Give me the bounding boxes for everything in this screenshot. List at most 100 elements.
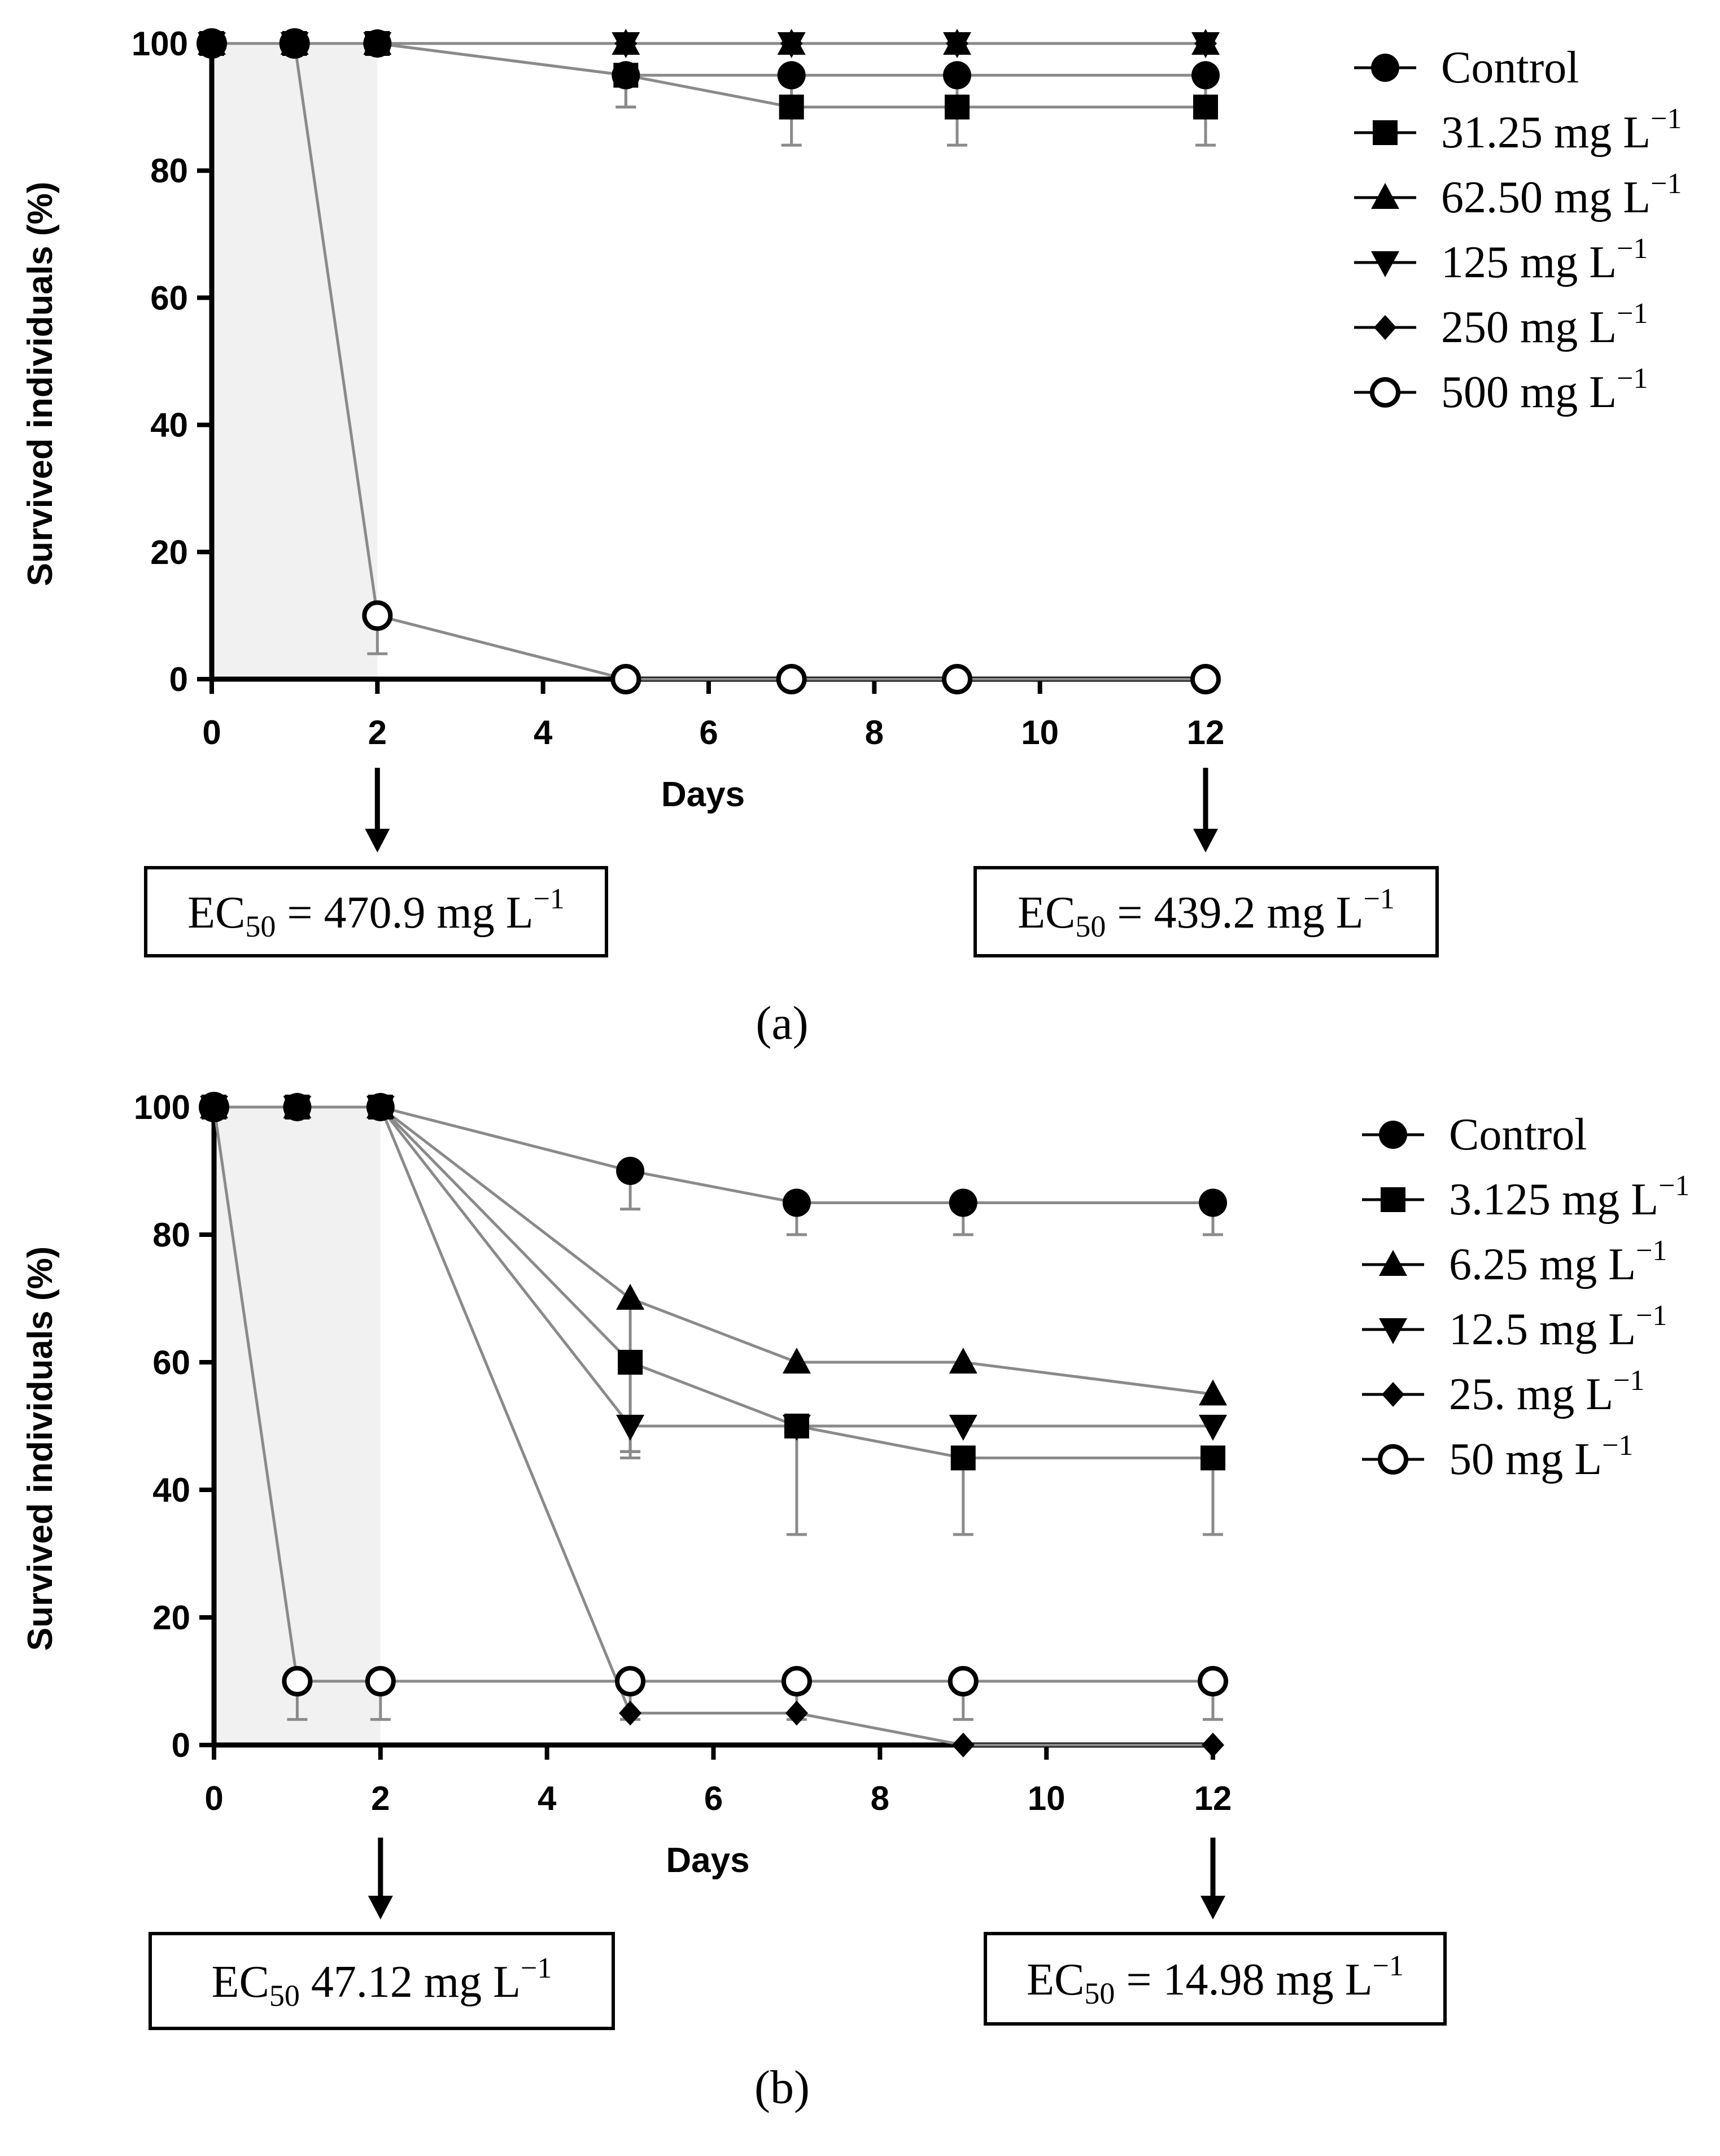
legend-marker-square bbox=[1373, 120, 1398, 145]
legend-marker-circle-open bbox=[1370, 377, 1400, 408]
x-tick-label: 4 bbox=[538, 1779, 557, 1817]
legend-entry: Control bbox=[1354, 43, 1579, 93]
legend-label-superscript: −1 bbox=[1617, 233, 1648, 265]
x-tick-label: 6 bbox=[704, 1779, 723, 1817]
ec50-box bbox=[144, 866, 608, 957]
ec50-label-part: −1 bbox=[1373, 1950, 1404, 1982]
legend-label-superscript: −1 bbox=[1636, 1300, 1667, 1332]
y-tick-label: 100 bbox=[132, 25, 188, 63]
data-point-circle bbox=[366, 1093, 395, 1121]
data-point-triangle-up bbox=[949, 1348, 977, 1374]
y-tick-label: 80 bbox=[150, 152, 188, 190]
x-tick-label: 0 bbox=[202, 714, 221, 751]
x-tick-label: 8 bbox=[871, 1779, 889, 1817]
ec50-label: EC50 47.12 mg L−1 bbox=[212, 1952, 552, 2013]
x-tick-label: 2 bbox=[371, 1779, 390, 1817]
y-tick-label: 80 bbox=[152, 1216, 190, 1254]
legend-entry: Control bbox=[1362, 1110, 1587, 1160]
legend-marker-diamond bbox=[1374, 315, 1396, 340]
data-point-diamond bbox=[951, 1733, 975, 1757]
data-point-circle-open bbox=[610, 664, 641, 694]
ec50-label: EC50 = 439.2 mg L−1 bbox=[1018, 883, 1395, 943]
ec50-box bbox=[973, 866, 1439, 957]
chart-panel-a: 0 20 40 60 80 100 0 2 4 6 8 10 12 Days Survived indivi… bbox=[21, 25, 1682, 1049]
data-point-circle bbox=[782, 1188, 811, 1217]
legend-label-name: 3.125 mg L bbox=[1449, 1175, 1658, 1224]
legend-marker-circle-open bbox=[1378, 1444, 1408, 1475]
data-point-circle bbox=[280, 29, 309, 58]
ec50-label-part: EC bbox=[187, 888, 245, 938]
ec50-label: EC50 = 14.98 mg L−1 bbox=[1027, 1950, 1404, 2010]
legend-marker-square bbox=[1381, 1187, 1405, 1212]
legend-label-name: 250 mg L bbox=[1441, 303, 1617, 352]
data-point-triangle-up bbox=[1191, 29, 1220, 55]
legend-label-superscript: −1 bbox=[1602, 1429, 1633, 1462]
data-point-square bbox=[779, 94, 804, 120]
data-point-circle bbox=[1191, 61, 1220, 90]
legend-label-name: 6.25 mg L bbox=[1449, 1240, 1636, 1289]
data-point-square bbox=[1200, 1445, 1225, 1471]
data-point-square bbox=[784, 1414, 809, 1438]
legend-label: 25. mg L−1 bbox=[1449, 1365, 1644, 1419]
panel-label: (a) bbox=[756, 997, 808, 1049]
y-axis-title: Survived individuals (%) bbox=[21, 182, 60, 587]
panel-label: (b) bbox=[754, 2061, 810, 2114]
ec50-arrow-head bbox=[1200, 1896, 1225, 1919]
data-point-circle bbox=[198, 29, 226, 58]
ec50-label-part: −1 bbox=[534, 883, 565, 915]
ec50-label-part: = 470.9 mg L bbox=[276, 888, 533, 938]
data-point-triangle-up bbox=[612, 29, 640, 55]
legend-label: 250 mg L−1 bbox=[1441, 298, 1648, 352]
data-point-circle-open bbox=[776, 664, 807, 694]
ec50-label: EC50 = 470.9 mg L−1 bbox=[187, 883, 565, 943]
ec50-label-part: 50 bbox=[1084, 1976, 1115, 2010]
data-point-diamond bbox=[785, 1700, 808, 1726]
y-tick-label: 40 bbox=[152, 1471, 190, 1509]
x-tick-label: 0 bbox=[204, 1779, 223, 1817]
ec50-label-part: EC bbox=[1018, 888, 1075, 938]
data-point-triangle-down bbox=[949, 1415, 977, 1441]
data-point-diamond bbox=[1202, 1733, 1224, 1757]
legend-entry: 62.50 mg L−1 bbox=[1354, 168, 1682, 222]
x-axis-title: Days bbox=[666, 1841, 749, 1880]
data-point-square bbox=[945, 94, 970, 120]
x-tick-label: 12 bbox=[1194, 1779, 1232, 1817]
legend-label: 3.125 mg L−1 bbox=[1449, 1170, 1690, 1224]
legend-entry: 25. mg L−1 bbox=[1362, 1365, 1644, 1419]
ec50-label-part: = 439.2 mg L bbox=[1106, 888, 1363, 938]
legend-label: 12.5 mg L−1 bbox=[1449, 1300, 1667, 1354]
legend-marker-triangle-down bbox=[1371, 251, 1399, 277]
data-point-triangle-up bbox=[616, 1284, 645, 1310]
legend-marker-triangle-down bbox=[1379, 1318, 1407, 1344]
legend-label-name: 50 mg L bbox=[1449, 1435, 1602, 1484]
data-point-circle bbox=[283, 1093, 312, 1121]
legend-entry: 50 mg L−1 bbox=[1362, 1429, 1633, 1484]
legend-label-superscript: −1 bbox=[1617, 362, 1648, 395]
ec50-box bbox=[149, 1932, 615, 2030]
legend-label-name: 500 mg L bbox=[1441, 368, 1617, 417]
legend-marker-circle bbox=[1371, 54, 1399, 82]
legend-label-name: Control bbox=[1441, 43, 1579, 93]
legend-label-superscript: −1 bbox=[1613, 1365, 1644, 1397]
legend-label-superscript: −1 bbox=[1617, 298, 1648, 330]
legend-marker-circle bbox=[1379, 1121, 1407, 1149]
x-axis-title: Days bbox=[661, 775, 745, 814]
ec50-arrow-head bbox=[365, 829, 390, 852]
y-tick-label: 60 bbox=[152, 1344, 190, 1381]
x-tick-label: 10 bbox=[1028, 1779, 1066, 1817]
legend-label: 6.25 mg L−1 bbox=[1449, 1235, 1667, 1289]
legend-label-name: 31.25 mg L bbox=[1441, 108, 1651, 158]
data-point-circle-open bbox=[365, 1666, 396, 1696]
data-point-triangle-up bbox=[943, 29, 971, 55]
data-point-triangle-up bbox=[1199, 1379, 1227, 1406]
data-point-square bbox=[950, 1445, 976, 1471]
x-tick-label: 2 bbox=[368, 714, 387, 751]
data-point-circle-open bbox=[1198, 1666, 1228, 1696]
legend-label: Control bbox=[1441, 43, 1579, 93]
data-point-triangle-down bbox=[1199, 1415, 1227, 1441]
ec50-label-part: 50 bbox=[269, 1979, 300, 2013]
data-point-square bbox=[1193, 94, 1218, 120]
legend-label-superscript: −1 bbox=[1636, 1235, 1667, 1267]
ec50-label-part: 50 bbox=[245, 909, 276, 943]
